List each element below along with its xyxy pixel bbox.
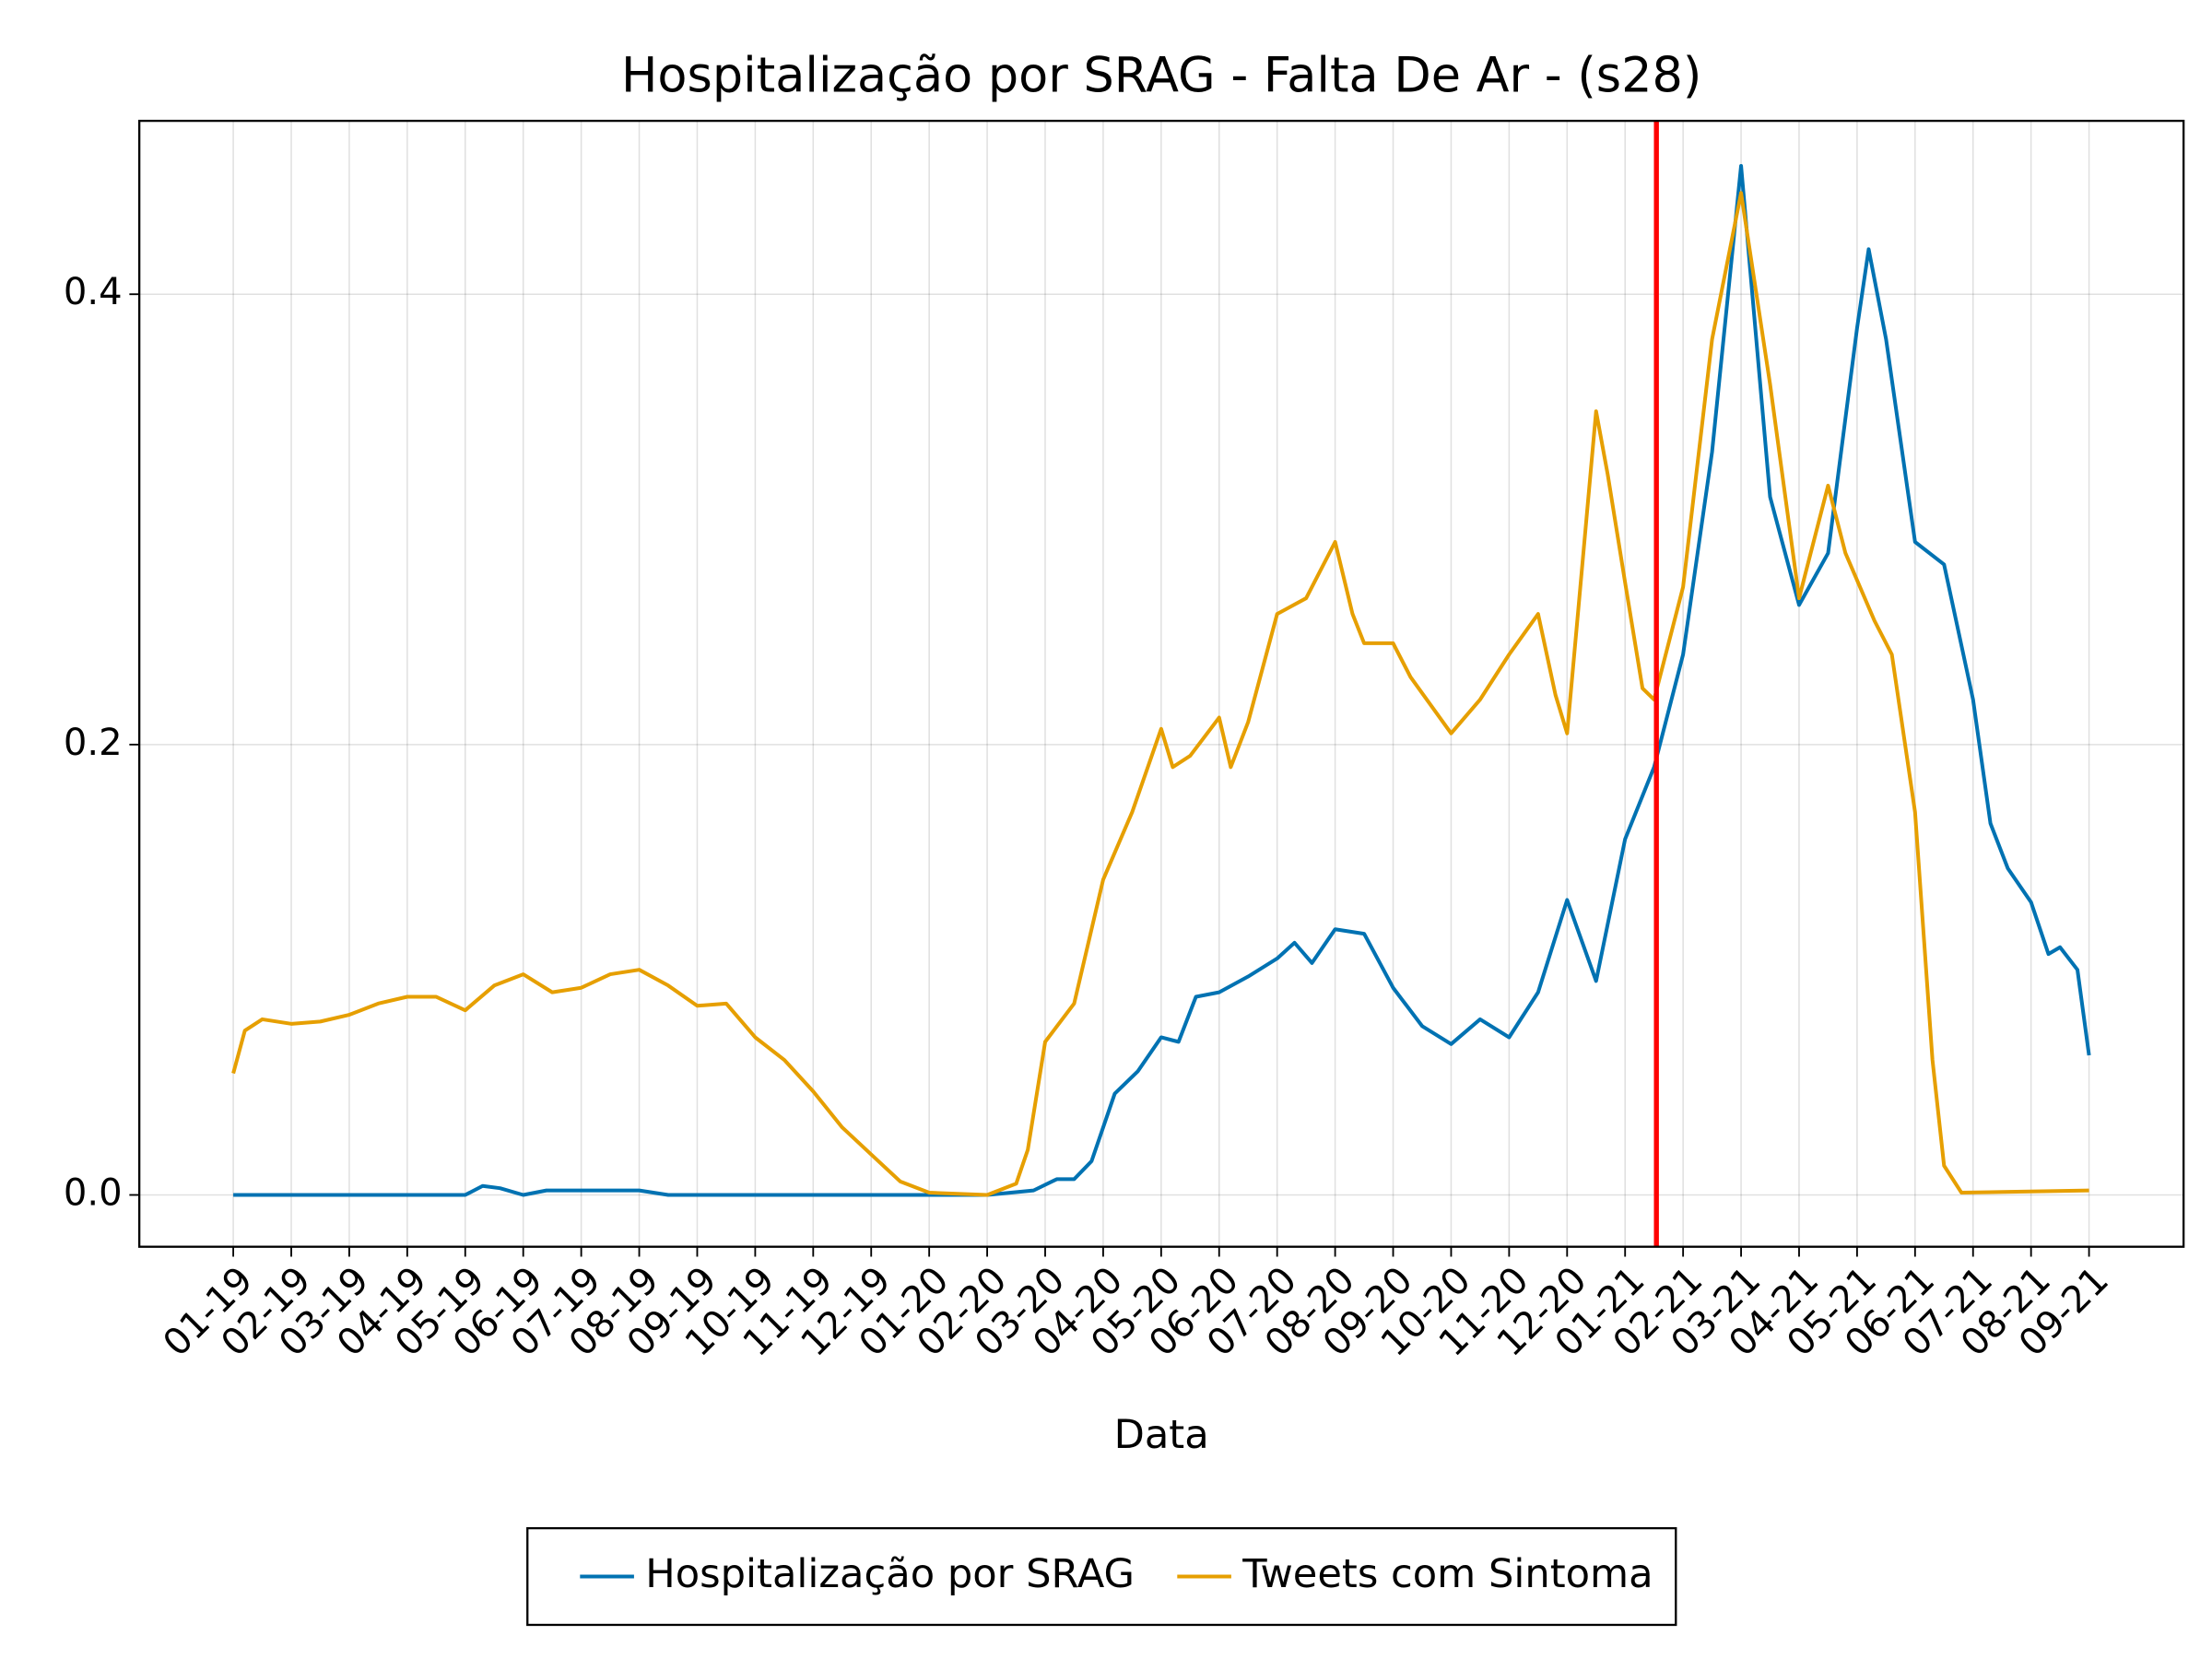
y-tick-label: 0.2 bbox=[64, 722, 123, 764]
y-tick-label: 0.4 bbox=[64, 271, 123, 313]
series-line bbox=[233, 163, 2091, 1197]
series-line bbox=[231, 191, 2089, 1197]
legend: Hospitalização por SRAG Tweets com Sintom… bbox=[526, 1526, 1677, 1627]
legend-label: Hospitalização por SRAG bbox=[645, 1551, 1135, 1597]
plot-frame bbox=[138, 119, 2185, 1248]
legend-label: Tweets com Sintoma bbox=[1241, 1551, 1653, 1597]
x-axis-label: Data bbox=[1114, 1412, 1209, 1458]
chart-title: Hospitalização por SRAG - Falta De Ar - … bbox=[621, 47, 1701, 103]
y-tick-label: 0.0 bbox=[64, 1172, 123, 1215]
legend-box bbox=[526, 1526, 1677, 1627]
